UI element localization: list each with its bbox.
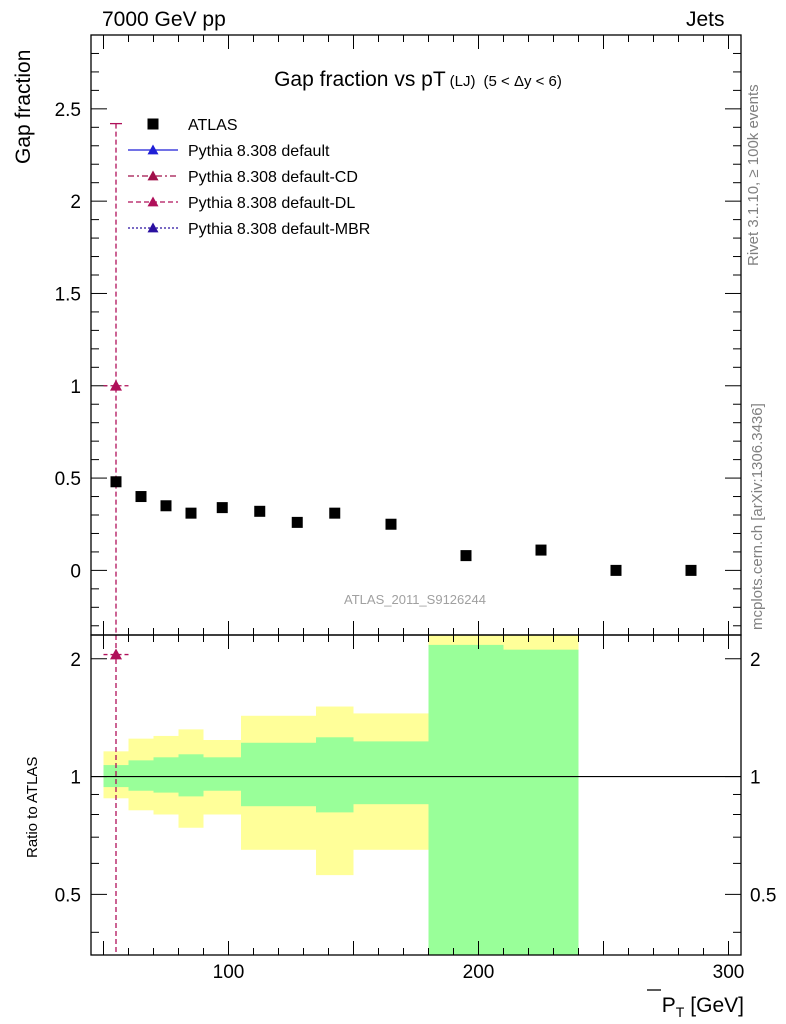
analysis-watermark: ATLAS_2011_S9126244 <box>344 592 486 607</box>
ratio-band-inner <box>178 754 204 797</box>
y-tick-label: 0 <box>70 561 81 582</box>
x-tick-label: 200 <box>463 962 495 983</box>
panel-frames <box>90 34 742 956</box>
y-tick-label: 2.5 <box>55 100 81 121</box>
chart-title: Gap fraction vs pT (LJ) (5 < Δy < 6) <box>274 68 562 91</box>
atlas-data-point <box>460 550 472 562</box>
ratio-panel-frame <box>90 634 742 956</box>
energy-label: 7000 GeV pp <box>102 8 226 31</box>
ratio-y-tick-label: 1 <box>70 768 81 789</box>
y-tick-label: 2 <box>70 192 81 213</box>
atlas-data-point <box>160 500 172 512</box>
legend-label: Pythia 8.308 default-DL <box>188 195 355 212</box>
legend-label: ATLAS <box>188 117 238 134</box>
ratio-band-inner <box>316 737 354 813</box>
ratio-uncertainty-bands <box>103 635 579 955</box>
dl-ratio-point <box>110 648 122 660</box>
legend-marker <box>147 170 159 181</box>
legend-label: Pythia 8.308 default <box>188 143 330 160</box>
atlas-data-point <box>535 544 547 556</box>
legend: ATLAS Pythia 8.308 default Pythia 8.308 de… <box>128 117 370 238</box>
atlas-data-point <box>610 564 622 576</box>
process-label: Jets <box>686 8 725 31</box>
ratio-band-inner <box>428 644 504 955</box>
ratio-band-inner <box>203 757 241 791</box>
legend-marker <box>147 118 159 130</box>
x-tick-label: 300 <box>713 962 745 983</box>
tick-labels: 100 200 300 0 0.5 1 1.5 2 2.5 0.5 0.5 1 1 2 2 <box>55 100 777 983</box>
ratio-band-inner <box>503 649 579 955</box>
y-tick-label: 1 <box>70 377 81 398</box>
legend-marker <box>147 222 159 233</box>
x-tick-label: 100 <box>213 962 245 983</box>
atlas-data-point <box>291 516 303 528</box>
ratio-band-inner <box>353 741 429 805</box>
ratio-y-tick-label-right: 1 <box>750 768 761 789</box>
main-data-points <box>103 122 697 635</box>
x-axis-title: PT [GeV] <box>662 994 744 1020</box>
atlas-data-point <box>135 491 147 503</box>
dl-data-point <box>110 379 122 391</box>
ratio-band-inner <box>278 742 316 807</box>
ratio-band-inner <box>128 760 154 791</box>
atlas-data-point <box>685 564 697 576</box>
atlas-data-point <box>385 518 397 530</box>
ratio-y-tick-label: 0.5 <box>55 885 81 906</box>
legend-marker <box>147 196 159 207</box>
y-tick-label: 1.5 <box>55 284 81 305</box>
atlas-data-point <box>254 505 266 517</box>
ratio-y-tick-label: 2 <box>70 650 81 671</box>
legend-label: Pythia 8.308 default-CD <box>188 169 358 186</box>
ratio-data-points <box>103 635 129 955</box>
atlas-data-point <box>216 502 228 514</box>
legend-marker <box>147 144 159 155</box>
main-axis-ticks <box>91 35 741 635</box>
atlas-data-point <box>110 476 122 488</box>
ratio-band-inner <box>241 742 279 807</box>
y-tick-label: 0.5 <box>55 469 81 490</box>
atlas-data-point <box>329 507 341 519</box>
ratio-axis-ticks <box>91 635 741 955</box>
atlas-data-point <box>185 507 197 519</box>
legend-label: Pythia 8.308 default-MBR <box>188 221 370 238</box>
ratio-y-tick-label-right: 2 <box>750 650 761 671</box>
ratio-y-tick-label-right: 0.5 <box>750 885 776 906</box>
ratio-band-inner <box>153 757 179 793</box>
